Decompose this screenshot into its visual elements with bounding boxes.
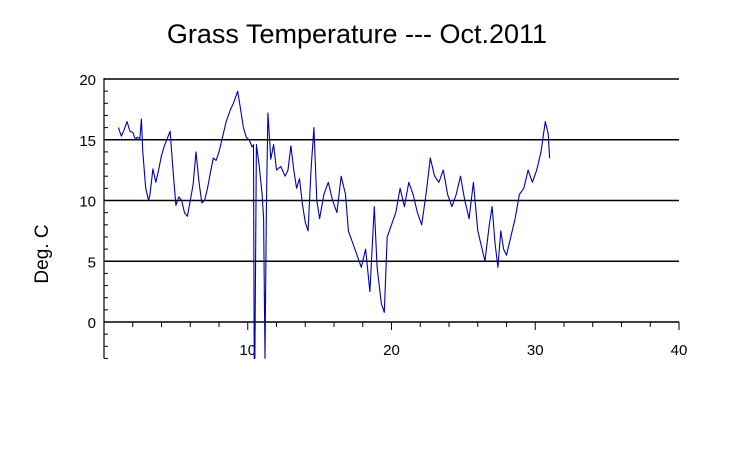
gridlines (104, 78, 679, 263)
y-axis-label: Deg. C (32, 224, 53, 283)
series-group (117, 90, 551, 359)
x-tick-label: 20 (383, 342, 400, 359)
series-line-0 (117, 90, 551, 359)
axes: 10 20 30 40 0 5 10 15 20 (79, 72, 687, 359)
y-tick-label: 15 (79, 133, 96, 150)
y-tick-label: 5 (88, 254, 96, 271)
x-tick-label: 10 (239, 342, 256, 359)
y-tick-label: 20 (79, 72, 96, 89)
x-tick-label: 30 (527, 342, 544, 359)
y-tick-label: 10 (79, 194, 96, 211)
x-tick-label: 40 (671, 342, 688, 359)
chart-title: Grass Temperature --- Oct.2011 (167, 19, 547, 49)
y-tick-label: 0 (88, 315, 96, 332)
